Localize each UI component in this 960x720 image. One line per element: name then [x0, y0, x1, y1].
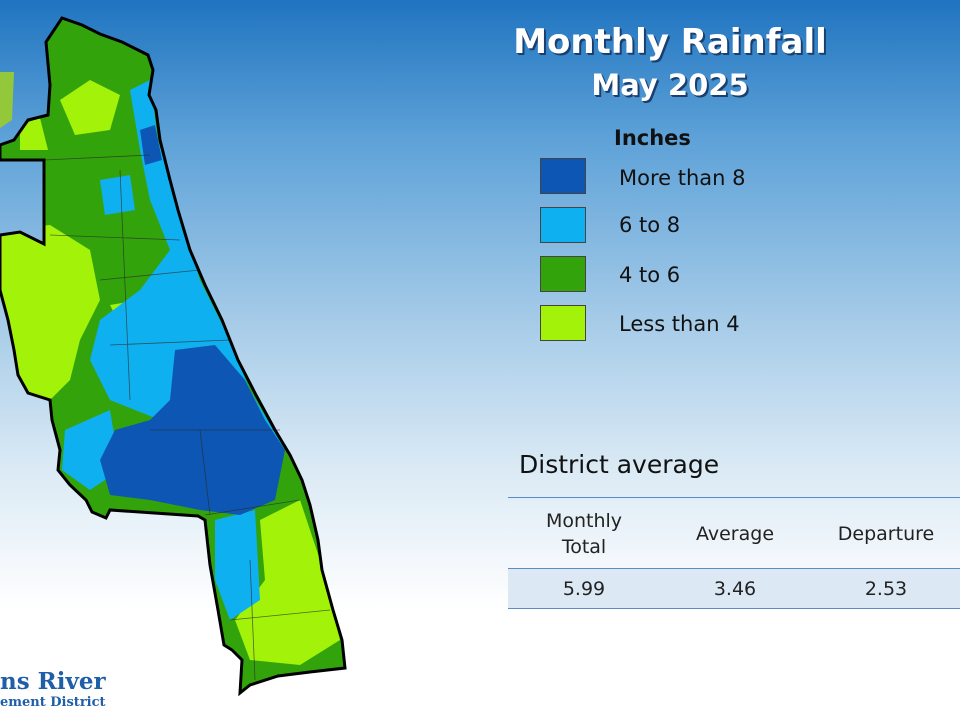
table-header-rule — [508, 568, 960, 569]
legend-swatch-6-to-8 — [540, 207, 586, 243]
legend-label-more-than-8: More than 8 — [619, 166, 746, 190]
zone-less-than-4-north — [60, 80, 120, 135]
legend-label-6-to-8: 6 to 8 — [619, 213, 681, 237]
legend-title: Inches — [614, 126, 691, 150]
table-bottom-rule — [508, 608, 960, 609]
zone-6-to-8-inland — [100, 175, 135, 215]
map-west-fringe — [0, 72, 14, 128]
district-logo-name: ns River — [0, 668, 106, 695]
zone-less-than-4-south — [235, 500, 340, 665]
value-departure: 2.53 — [864, 578, 908, 600]
zone-less-than-4-west — [0, 225, 100, 400]
column-monthly-total: Monthly Total — [545, 510, 623, 558]
zone-less-than-4-nw — [20, 118, 48, 150]
map-title: Monthly Rainfall — [513, 22, 827, 62]
county-lines — [43, 154, 331, 681]
district-average-title: District average — [519, 450, 720, 479]
table-row — [508, 569, 960, 608]
legend-swatch-more-than-8 — [540, 158, 586, 194]
column-average: Average — [695, 523, 775, 545]
legend-label-less-than-4: Less than 4 — [619, 312, 740, 336]
district-logo-subtitle: ement District — [0, 695, 106, 710]
value-average: 3.46 — [713, 578, 757, 600]
value-monthly-total: 5.99 — [562, 578, 606, 600]
legend-label-4-to-6: 4 to 6 — [619, 263, 681, 287]
legend-swatch-less-than-4 — [540, 305, 586, 341]
column-departure: Departure — [837, 523, 935, 545]
zone-6-to-8-south — [215, 510, 260, 620]
legend-swatch-4-to-6 — [540, 256, 586, 292]
table-top-rule — [508, 497, 960, 498]
map-subtitle: May 2025 — [591, 68, 749, 102]
